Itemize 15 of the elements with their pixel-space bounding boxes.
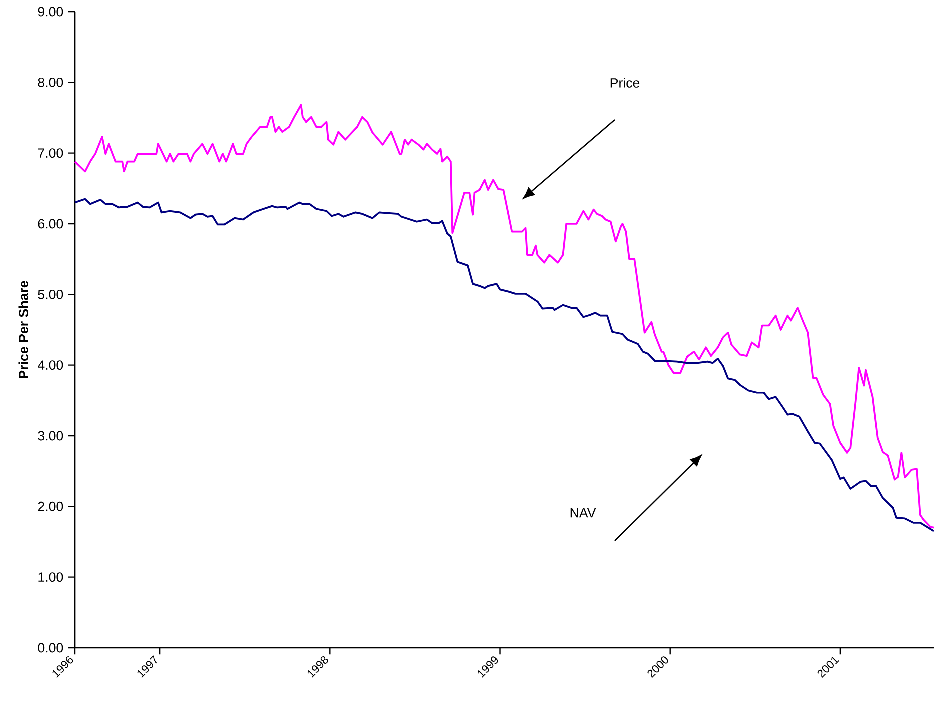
line-series <box>74 104 934 529</box>
y-tick-label: 8.00 <box>38 78 64 88</box>
line-series <box>74 198 934 532</box>
annotation: Price <box>610 78 640 88</box>
y-tick-label: 0.00 <box>38 643 64 653</box>
y-tick-label: 7.00 <box>38 148 64 158</box>
y-tick-label: 1.00 <box>38 572 64 582</box>
annotation: NAV <box>570 508 596 518</box>
y-tick-label: 4.00 <box>38 360 64 370</box>
y-tick-label: 2.00 <box>38 502 64 512</box>
y-tick-label: 5.00 <box>38 290 64 300</box>
y-tick-label: 3.00 <box>38 431 64 441</box>
y-tick-label: 9.00 <box>38 7 64 17</box>
y-axis-title: Price Per Share <box>18 281 29 378</box>
y-tick-label: 6.00 <box>38 219 64 229</box>
